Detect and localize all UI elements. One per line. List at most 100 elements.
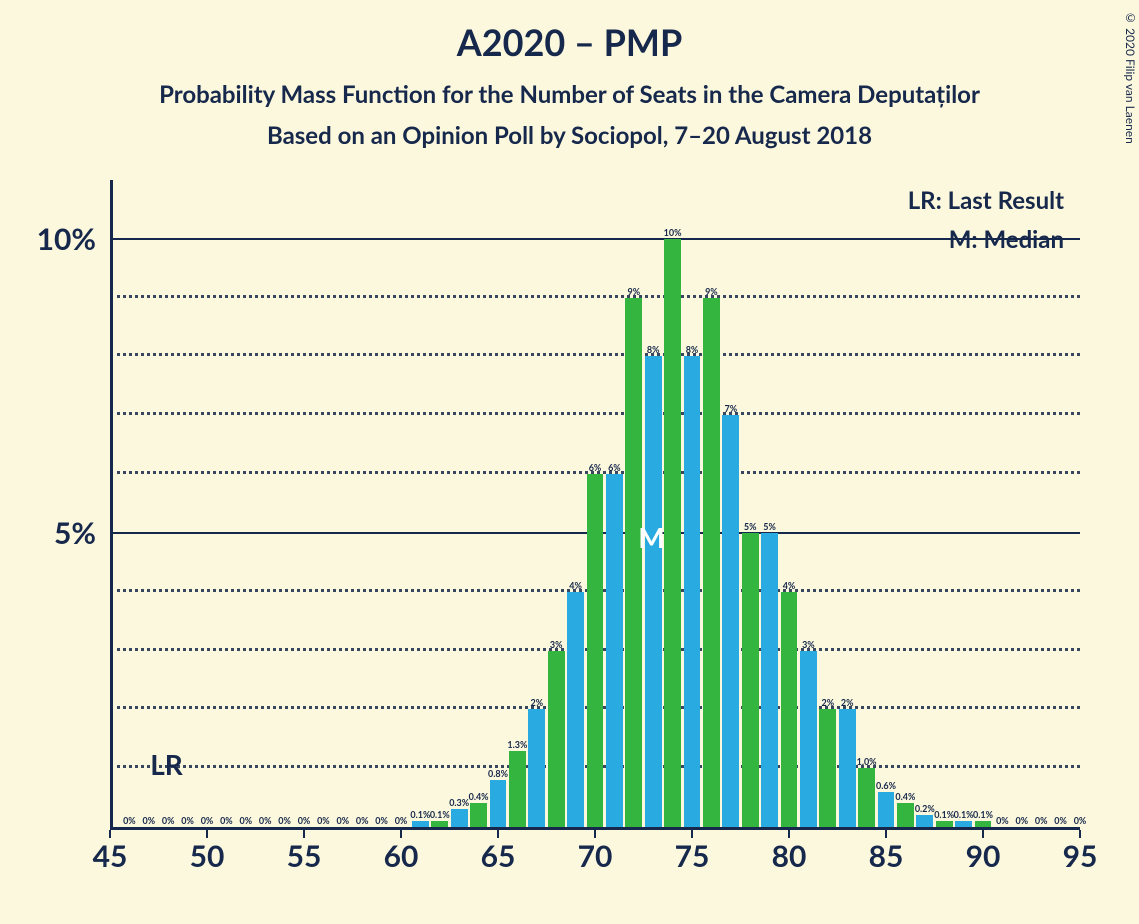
x-tick-mark (109, 830, 111, 838)
bar-slot: 0.2% (916, 180, 933, 827)
bar-slot: 0.1% (975, 180, 992, 827)
bar-slot: 5% (761, 180, 778, 827)
x-tick-label: 45 (93, 838, 128, 874)
bar: 1.3% (509, 751, 526, 827)
x-tick-mark (788, 830, 790, 838)
bar-slot: 9% (625, 180, 642, 827)
x-tick-label: 95 (1063, 838, 1098, 874)
bar-slot: 0.3% (451, 180, 468, 827)
x-tick-mark (885, 830, 887, 838)
x-tick-mark (982, 830, 984, 838)
bar: 2% (839, 709, 856, 827)
bar-slot: 8% (684, 180, 701, 827)
bar-slot: 4% (567, 180, 584, 827)
bar: 2% (528, 709, 545, 827)
bar: 0.1% (412, 821, 429, 827)
chart-canvas: A2020 – PMP Probability Mass Function fo… (0, 0, 1139, 924)
bar-slot: 3% (548, 180, 565, 827)
annotation-m: M (638, 520, 664, 554)
bar-slot: 0% (160, 180, 177, 827)
bar-slot: 0% (121, 180, 138, 827)
bar-slot: 0% (199, 180, 216, 827)
bar-slot: 2% (819, 180, 836, 827)
bar-slot: 0.1% (955, 180, 972, 827)
bar: 0.4% (470, 803, 487, 827)
bar-slot: 0.4% (470, 180, 487, 827)
x-tick-label: 85 (869, 838, 904, 874)
bar: 0.1% (431, 821, 448, 827)
bar-slot: 0% (1033, 180, 1050, 827)
bar-slot: 0.1% (936, 180, 953, 827)
bar-slot: 0% (334, 180, 351, 827)
bar-slot: 6% (606, 180, 623, 827)
bar: 5% (761, 533, 778, 827)
bar: 10% (664, 239, 681, 827)
chart-subtitle-2: Based on an Opinion Poll by Sociopol, 7–… (0, 109, 1139, 150)
x-tick-mark (206, 830, 208, 838)
bar-slot: 0.1% (412, 180, 429, 827)
x-tick-label: 70 (578, 838, 613, 874)
bar: 1.0% (858, 768, 875, 827)
bar-slot: 0% (140, 180, 157, 827)
x-tick-label: 60 (384, 838, 419, 874)
bar-slot: 3% (800, 180, 817, 827)
bar-slot: 1.3% (509, 180, 526, 827)
bar-slot: 0.8% (490, 180, 507, 827)
titles: A2020 – PMP Probability Mass Function fo… (0, 0, 1139, 150)
x-tick-mark (594, 830, 596, 838)
bar-slot: 10% (664, 180, 681, 827)
x-tick-mark (400, 830, 402, 838)
bar-slot: 2% (839, 180, 856, 827)
bar-slot: 5% (742, 180, 759, 827)
chart-title: A2020 – PMP (0, 0, 1139, 64)
x-tick-label: 55 (287, 838, 322, 874)
x-tick-mark (303, 830, 305, 838)
bar-slot: 0% (1052, 180, 1069, 827)
bar: 9% (625, 298, 642, 827)
bar: 6% (606, 474, 623, 827)
bar-slot: 0% (257, 180, 274, 827)
y-tick-label: 5% (54, 515, 96, 551)
x-tick-mark (497, 830, 499, 838)
bar-slot: 2% (528, 180, 545, 827)
bar: 6% (587, 474, 604, 827)
bar: 0.1% (936, 821, 953, 827)
bar-slot: 0% (237, 180, 254, 827)
bar-slot: 0% (994, 180, 1011, 827)
bar-slot: 0% (296, 180, 313, 827)
bar-slot: 0.4% (897, 180, 914, 827)
bar-slot: 0% (315, 180, 332, 827)
bar: 8% (684, 356, 701, 827)
x-tick-label: 65 (481, 838, 516, 874)
bar: 0.8% (490, 780, 507, 827)
y-tick-label: 10% (37, 221, 96, 257)
credit-text: © 2020 Filip van Laenen (1123, 10, 1138, 144)
x-tick-mark (1079, 830, 1081, 838)
bar-slot: 0% (1013, 180, 1030, 827)
x-tick-label: 50 (190, 838, 225, 874)
x-tick-mark (691, 830, 693, 838)
bars: 0%0%0%0%0%0%0%0%0%0%0%0%0%0%0%0.1%0.1%0.… (110, 180, 1080, 827)
bar: 3% (800, 651, 817, 827)
bar-slot: 0% (393, 180, 410, 827)
bar: 3% (548, 651, 565, 827)
bar-slot: 7% (722, 180, 739, 827)
plot-area: LR: Last Result M: Median 5%10% 45505560… (110, 180, 1080, 830)
annotation-lr: LR (150, 747, 183, 781)
bar: 9% (703, 298, 720, 827)
bar: 8% (645, 356, 662, 827)
bar-slot: 6% (587, 180, 604, 827)
bar-slot: 0% (179, 180, 196, 827)
bar-slot: 0.1% (431, 180, 448, 827)
bar-slot: 8% (645, 180, 662, 827)
bar-slot: 0% (276, 180, 293, 827)
bar: 7% (722, 415, 739, 827)
bar: 0.1% (955, 821, 972, 827)
bar-slot: 0% (1072, 180, 1089, 827)
bar-slot: 1.0% (858, 180, 875, 827)
x-tick-label: 80 (772, 838, 807, 874)
bar-slot: 0% (373, 180, 390, 827)
bar-slot: 0.6% (878, 180, 895, 827)
bar: 2% (819, 709, 836, 827)
bar: 5% (742, 533, 759, 827)
